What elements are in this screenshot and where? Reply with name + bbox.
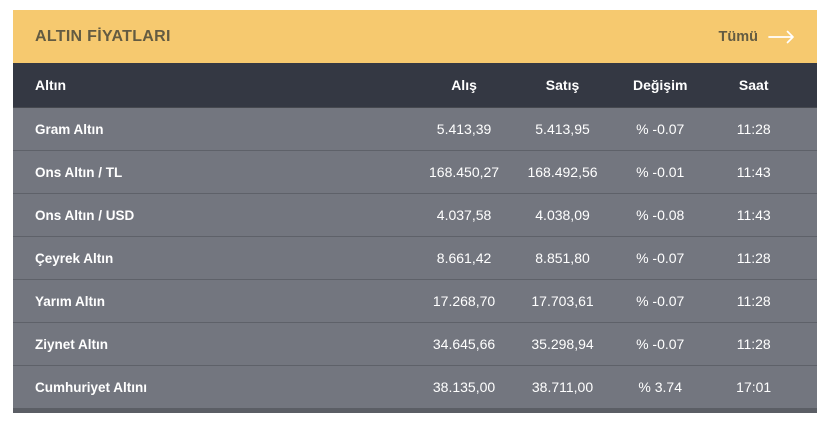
gold-type-cell: Gram Altın: [35, 121, 104, 137]
table-row[interactable]: Yarım Altın 17.268,70 17.703,61 % -0.07 11:2…: [13, 279, 817, 322]
sell-price-cell: 8.851,80: [535, 250, 590, 266]
change-cell: % -0.08: [636, 207, 685, 223]
column-header-buy: Alış: [451, 77, 477, 93]
sell-price-cell: 168.492,56: [527, 164, 598, 180]
gold-type-cell: Çeyrek Altın: [35, 250, 114, 266]
time-cell: 11:28: [736, 121, 771, 137]
time-cell: 11:28: [736, 293, 771, 309]
gold-type-cell: Ons Altın / TL: [35, 164, 123, 180]
table-row[interactable]: Ons Altın / TL 168.450,27 168.492,56 % -0.0…: [13, 150, 817, 193]
change-cell: % -0.07: [636, 336, 685, 352]
column-header-time: Saat: [738, 77, 769, 93]
column-header-change: Değişim: [632, 77, 688, 93]
sell-price-cell: 38.711,00: [531, 379, 594, 395]
sell-price-cell: 5.413,95: [535, 121, 590, 137]
change-cell: % -0.01: [636, 164, 685, 180]
gold-prices-card: ALTIN FİYATLARI Tümü Altın Alış Satış De…: [13, 10, 817, 413]
card-title: ALTIN FİYATLARI: [35, 27, 171, 45]
right-arrow-icon: [768, 30, 794, 43]
sell-price-cell: 35.298,94: [531, 336, 594, 352]
buy-price-cell: 17.268,70: [432, 293, 496, 309]
time-cell: 11:28: [736, 250, 771, 266]
card-header: ALTIN FİYATLARI Tümü: [13, 10, 817, 63]
buy-price-cell: 5.413,39: [436, 121, 492, 137]
view-all-link[interactable]: Tümü: [719, 29, 795, 45]
sell-price-cell: 17.703,61: [531, 293, 594, 309]
gold-type-cell: Ziynet Altın: [35, 336, 108, 352]
buy-price-cell: 38.135,00: [432, 379, 496, 395]
gold-prices-table: Altın Alış Satış Değişim Saat Gram Altın…: [13, 63, 817, 408]
table-body: Gram Altın 5.413,39 5.413,95 % -0.07 11:28 On…: [13, 107, 817, 408]
table-row[interactable]: Gram Altın 5.413,39 5.413,95 % -0.07 11:28: [13, 107, 817, 150]
view-all-label: Tümü: [718, 28, 758, 45]
time-cell: 17:01: [736, 379, 772, 395]
buy-price-cell: 4.037,58: [436, 207, 492, 223]
change-cell: % -0.07: [636, 250, 685, 266]
column-header-gold-type: Altın: [35, 77, 67, 93]
table-header-row: Altın Alış Satış Değişim Saat: [13, 63, 817, 107]
change-cell: % -0.07: [636, 121, 685, 137]
buy-price-cell: 168.450,27: [429, 164, 500, 180]
change-cell: % -0.07: [636, 293, 685, 309]
table-row[interactable]: Ziynet Altın 34.645,66 35.298,94 % -0.07 11:…: [13, 322, 817, 365]
table-row[interactable]: Cumhuriyet Altını 38.135,00 38.711,00 % 3.7…: [13, 365, 817, 408]
time-cell: 11:43: [736, 164, 771, 180]
table-row[interactable]: Ons Altın / USD 4.037,58 4.038,09 % -0.08 11…: [13, 193, 817, 236]
time-cell: 11:43: [736, 207, 771, 223]
gold-type-cell: Ons Altın / USD: [35, 207, 135, 223]
gold-type-cell: Yarım Altın: [35, 293, 106, 309]
change-cell: % 3.74: [638, 379, 682, 395]
buy-price-cell: 34.645,66: [432, 336, 496, 352]
gold-type-cell: Cumhuriyet Altını: [35, 379, 148, 395]
time-cell: 11:28: [736, 336, 771, 352]
buy-price-cell: 8.661,42: [436, 250, 492, 266]
sell-price-cell: 4.038,09: [535, 207, 590, 223]
table-row[interactable]: Çeyrek Altın 8.661,42 8.851,80 % -0.07 11:28: [13, 236, 817, 279]
column-header-sell: Satış: [545, 77, 580, 93]
